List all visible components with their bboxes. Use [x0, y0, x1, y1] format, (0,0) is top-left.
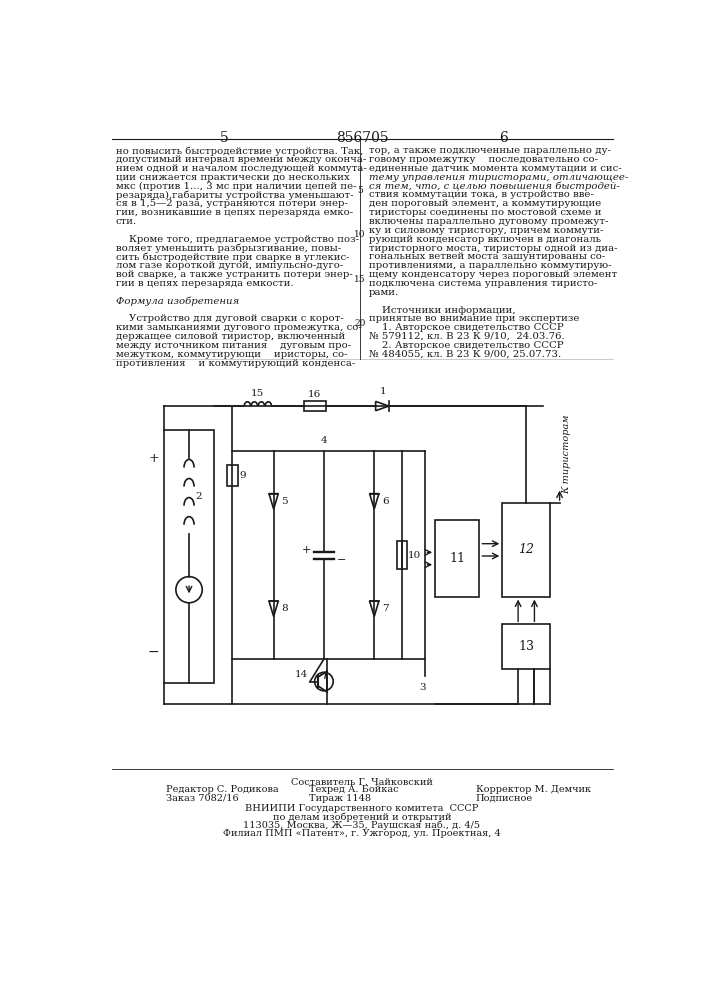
Text: Редактор С. Родикова: Редактор С. Родикова	[166, 785, 279, 794]
Text: ку и силовому тиристору, причем коммути-: ку и силовому тиристору, причем коммути-	[369, 226, 603, 235]
Text: +: +	[148, 452, 159, 465]
Text: К тиристорам: К тиристорам	[562, 415, 571, 494]
Text: включены параллельно дуговому промежут-: включены параллельно дуговому промежут-	[369, 217, 608, 226]
Polygon shape	[269, 601, 279, 616]
Text: 5: 5	[220, 131, 228, 145]
Text: Тираж 1148: Тираж 1148	[309, 794, 371, 803]
Text: лом газе короткой дугой, импульсно-дуго-: лом газе короткой дугой, импульсно-дуго-	[115, 261, 343, 270]
Text: 15: 15	[354, 275, 366, 284]
Text: № 579112, кл. В 23 К 9/10,  24.03.76.: № 579112, кл. В 23 К 9/10, 24.03.76.	[369, 332, 565, 341]
Text: гональных ветвей моста зашунтированы со-: гональных ветвей моста зашунтированы со-	[369, 252, 605, 261]
Text: Корректор М. Демчик: Корректор М. Демчик	[476, 785, 591, 794]
Text: принятые во внимание при экспертизе: принятые во внимание при экспертизе	[369, 314, 579, 323]
Text: Составитель Г. Чайковский: Составитель Г. Чайковский	[291, 778, 433, 787]
Text: 9: 9	[239, 471, 246, 480]
Text: тему управления тиристорами, отличающее-: тему управления тиристорами, отличающее-	[369, 173, 629, 182]
Bar	[304, 401, 326, 411]
Text: допустимый интервал времени между оконча-: допустимый интервал времени между оконча…	[115, 155, 366, 164]
Text: щему конденсатору через пороговый элемент: щему конденсатору через пороговый элемен…	[369, 270, 617, 279]
Text: +: +	[301, 545, 311, 555]
Text: тор, а также подключенные параллельно ду-: тор, а также подключенные параллельно ду…	[369, 146, 611, 155]
Text: гии в цепях перезаряда емкости.: гии в цепях перезаряда емкости.	[115, 279, 293, 288]
Bar	[435, 520, 479, 597]
Text: 5: 5	[357, 186, 363, 195]
Text: кими замыканиями дугового промежутка, со-: кими замыканиями дугового промежутка, со…	[115, 323, 361, 332]
Text: № 484055, кл. В 23 К 9/00, 25.07.73.: № 484055, кл. В 23 К 9/00, 25.07.73.	[369, 350, 561, 359]
Text: 856705: 856705	[336, 131, 389, 145]
Text: рами.: рами.	[369, 288, 399, 297]
Bar	[502, 624, 550, 669]
Text: Кроме того, предлагаемое устройство поз-: Кроме того, предлагаемое устройство поз-	[115, 235, 358, 244]
Text: −: −	[148, 645, 159, 659]
Text: подключена система управления тиристо-: подключена система управления тиристо-	[369, 279, 597, 288]
Text: 5: 5	[281, 497, 288, 506]
Polygon shape	[370, 494, 379, 509]
Text: тиристорного моста, тиристоры одной из диа-: тиристорного моста, тиристоры одной из д…	[369, 244, 617, 253]
Text: ВНИИПИ Государственного комитета  СССР: ВНИИПИ Государственного комитета СССР	[245, 804, 479, 813]
Text: межутком, коммутирующи    иристоры, со-: межутком, коммутирующи иристоры, со-	[115, 350, 347, 359]
Text: по делам изобретений и открытий: по делам изобретений и открытий	[273, 812, 451, 822]
Text: 15: 15	[251, 389, 264, 398]
Text: 13: 13	[518, 640, 534, 653]
Text: 12: 12	[518, 543, 534, 556]
Bar	[228, 465, 238, 486]
Text: 6: 6	[498, 131, 508, 145]
Text: 14: 14	[296, 670, 308, 679]
Text: сти.: сти.	[115, 217, 136, 226]
Text: нием одной и началом последующей коммута-: нием одной и началом последующей коммута…	[115, 164, 366, 173]
Text: противлениями, а параллельно коммутирую-: противлениями, а параллельно коммутирую-	[369, 261, 612, 270]
Polygon shape	[370, 601, 379, 616]
Text: держащее силовой тиристор, включенный: держащее силовой тиристор, включенный	[115, 332, 345, 341]
Text: 10: 10	[354, 230, 366, 239]
Text: резаряда),габариты устройства уменьшают-: резаряда),габариты устройства уменьшают-	[115, 190, 353, 200]
Bar	[502, 503, 550, 597]
Text: 8: 8	[281, 604, 288, 613]
Polygon shape	[375, 401, 389, 411]
Text: тиристоры соединены по мостовой схеме и: тиристоры соединены по мостовой схеме и	[369, 208, 602, 217]
Text: 113035, Москва, Ж—35, Раушская наб., д. 4/5: 113035, Москва, Ж—35, Раушская наб., д. …	[243, 821, 481, 830]
Text: 1. Авторское свидетельство СССР: 1. Авторское свидетельство СССР	[369, 323, 563, 332]
Text: ствия коммутации тока, в устройство вве-: ствия коммутации тока, в устройство вве-	[369, 190, 594, 199]
Text: противления    и коммутирующий конденса-: противления и коммутирующий конденса-	[115, 359, 355, 368]
Text: ции снижается практически до нескольких: ции снижается практически до нескольких	[115, 173, 349, 182]
Text: Заказ 7082/16: Заказ 7082/16	[166, 794, 238, 803]
Text: 20: 20	[354, 319, 366, 328]
Text: говому промежутку    последовательно со-: говому промежутку последовательно со-	[369, 155, 598, 164]
Text: 4: 4	[320, 436, 327, 445]
Text: Источники информации,: Источники информации,	[369, 306, 515, 315]
Text: 6: 6	[382, 497, 389, 506]
Text: 2. Авторское свидетельство СССР: 2. Авторское свидетельство СССР	[369, 341, 563, 350]
Bar	[164, 430, 214, 683]
Text: 2: 2	[195, 492, 202, 501]
Text: 1: 1	[380, 387, 387, 396]
Text: между источником питания    дуговым про-: между источником питания дуговым про-	[115, 341, 351, 350]
Text: Подписное: Подписное	[476, 794, 533, 803]
Text: Филиал ПМП «Патент», г. Ужгород, ул. Проектная, 4: Филиал ПМП «Патент», г. Ужгород, ул. Про…	[223, 829, 501, 838]
Text: −: −	[337, 555, 346, 565]
Text: гии, возникавшие в цепях перезаряда емко-: гии, возникавшие в цепях перезаряда емко…	[115, 208, 353, 217]
Text: единенные датчик момента коммутации и сис-: единенные датчик момента коммутации и си…	[369, 164, 621, 173]
Text: мкс (против 1..., 3 мс при наличии цепей пе-: мкс (против 1..., 3 мс при наличии цепей…	[115, 182, 356, 191]
Text: рующий конденсатор включен в диагональ: рующий конденсатор включен в диагональ	[369, 235, 601, 244]
Text: Устройство для дуговой сварки с корот-: Устройство для дуговой сварки с корот-	[115, 314, 343, 323]
Text: 16: 16	[308, 390, 322, 399]
Bar	[397, 541, 407, 569]
Text: ся в 1,5—2 раза, устраняются потери энер-: ся в 1,5—2 раза, устраняются потери энер…	[115, 199, 347, 208]
Text: но повысить быстродействие устройства. Так,: но повысить быстродействие устройства. Т…	[115, 146, 363, 156]
Text: Техред А. Бойкас: Техред А. Бойкас	[309, 785, 399, 794]
Text: сить быстродействие при сварке в углекис-: сить быстродействие при сварке в углекис…	[115, 252, 349, 262]
Text: 7: 7	[382, 604, 389, 613]
Text: ден пороговый элемент, а коммутирующие: ден пороговый элемент, а коммутирующие	[369, 199, 601, 208]
Text: вой сварке, а также устранить потери энер-: вой сварке, а также устранить потери эне…	[115, 270, 352, 279]
Polygon shape	[269, 494, 279, 509]
Text: воляет уменьшить разбрызгивание, повы-: воляет уменьшить разбрызгивание, повы-	[115, 244, 341, 253]
Text: 11: 11	[449, 552, 465, 565]
Text: 3: 3	[420, 683, 426, 692]
Text: Формула изобретения: Формула изобретения	[115, 297, 239, 306]
Text: 10: 10	[408, 551, 421, 560]
Text: ся тем, что, с целью повышения быстродей-: ся тем, что, с целью повышения быстродей…	[369, 182, 619, 191]
